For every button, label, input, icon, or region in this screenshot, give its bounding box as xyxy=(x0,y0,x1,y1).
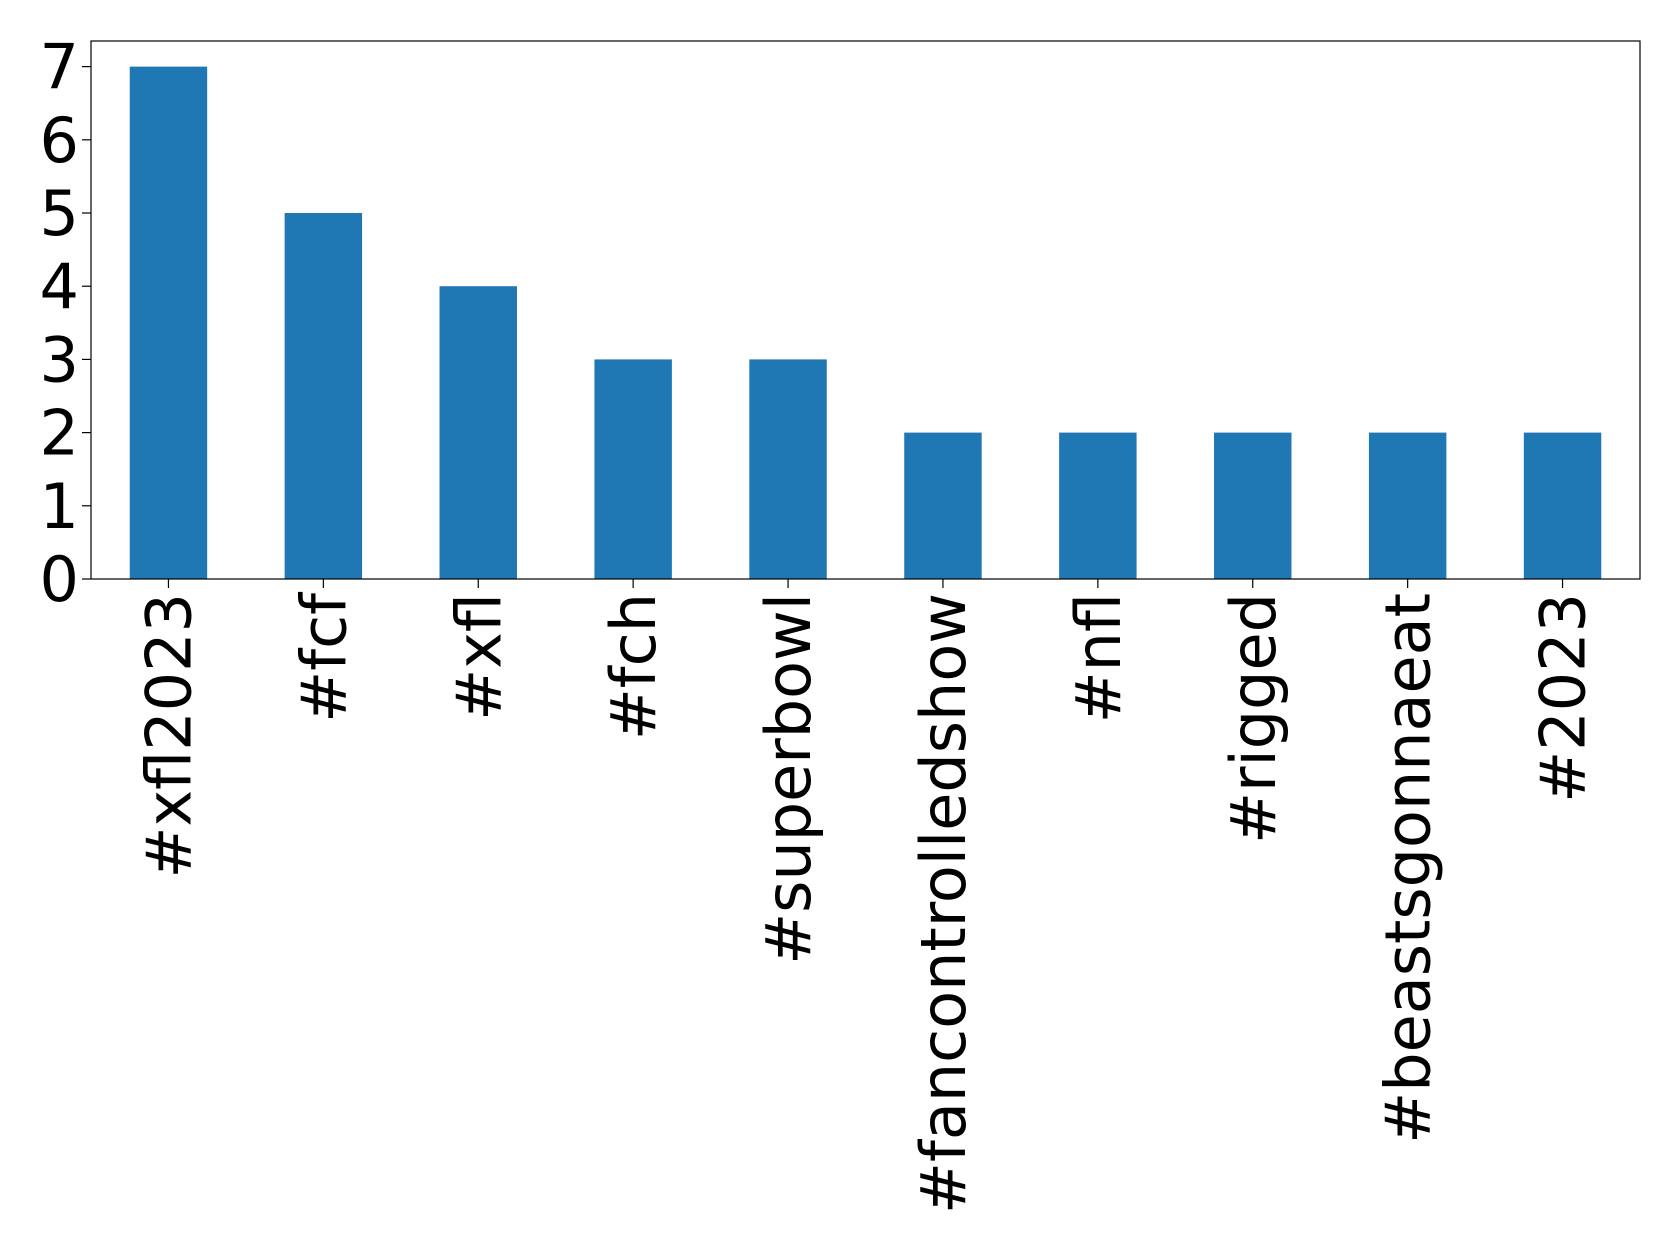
bar xyxy=(1214,432,1292,579)
y-tick-label: 3 xyxy=(40,323,79,396)
x-tick-label: #fcf xyxy=(287,591,360,723)
x-tick-label: #nfl xyxy=(1062,593,1135,723)
y-tick-label: 6 xyxy=(40,104,79,177)
plot-frame xyxy=(90,40,1641,580)
bar xyxy=(1059,432,1137,579)
x-tick-label: #xfl xyxy=(442,593,515,721)
bar xyxy=(904,432,982,579)
bar xyxy=(594,359,672,579)
x-tick-label: #rigged xyxy=(1217,593,1290,844)
x-tick-label: #2023 xyxy=(1527,593,1600,803)
x-tick-label: #fancontrolledshow xyxy=(907,593,980,1214)
bar xyxy=(749,359,827,579)
bar xyxy=(129,66,208,580)
y-tick-label: 7 xyxy=(40,31,79,104)
bar xyxy=(284,213,363,579)
y-tick-label: 5 xyxy=(40,177,79,250)
x-tick-label: #beastsgonnaeat xyxy=(1372,593,1445,1144)
x-tick-label: #superbowl xyxy=(752,593,825,965)
x-tick-label: #xfl2023 xyxy=(132,593,205,878)
bar xyxy=(1523,432,1602,579)
bar xyxy=(1368,432,1447,579)
bar xyxy=(439,286,517,579)
x-tick-label: #fch xyxy=(597,593,670,740)
y-tick-label: 1 xyxy=(40,470,79,543)
y-tick-label: 0 xyxy=(40,543,79,616)
y-tick-label: 2 xyxy=(40,397,79,470)
y-tick-label: 4 xyxy=(40,250,79,323)
